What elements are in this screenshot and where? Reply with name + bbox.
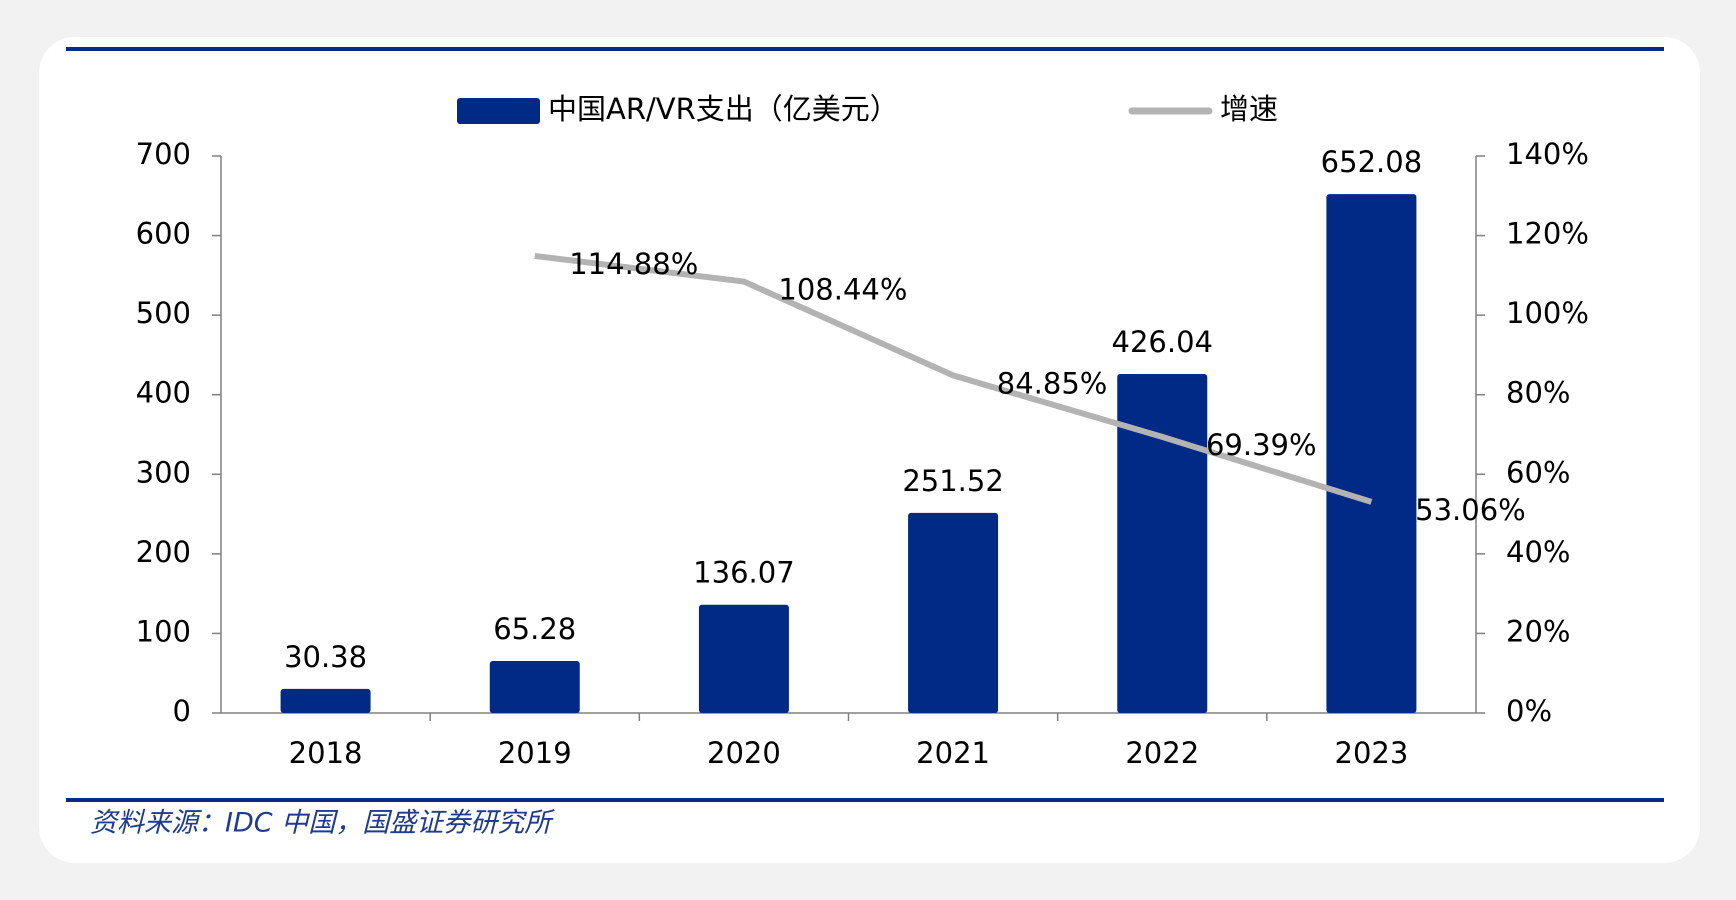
- bar-value-label: 426.04: [1112, 325, 1213, 359]
- x-tick-label: 2020: [707, 736, 781, 770]
- y2-tick-label: 100%: [1506, 296, 1589, 330]
- x-tick-label: 2019: [498, 736, 572, 770]
- bar-value-label: 251.52: [902, 464, 1003, 498]
- line: [534, 252, 1373, 505]
- line-value-label: 53.06%: [1415, 493, 1526, 527]
- bar: [908, 512, 999, 713]
- y-tick-label: 600: [136, 217, 191, 251]
- y2-tick-label: 0%: [1506, 694, 1552, 728]
- y-tick-label: 500: [136, 296, 191, 330]
- bar: [698, 604, 789, 713]
- y2-tick-label: 140%: [1506, 137, 1589, 171]
- legend-label: 中国AR/VR支出（亿美元）: [548, 92, 899, 126]
- y-tick-label: 300: [136, 455, 191, 489]
- y2-tick-label: 20%: [1506, 614, 1570, 648]
- y-tick-label: 0: [173, 694, 191, 728]
- line-value-label: 69.39%: [1206, 428, 1317, 462]
- bar: [489, 661, 580, 713]
- line-value-label: 84.85%: [997, 366, 1108, 400]
- x-tick-label: 2021: [916, 736, 990, 770]
- y-tick-label: 700: [136, 137, 191, 171]
- line-value-label: 108.44%: [778, 273, 907, 307]
- card: [39, 37, 1700, 863]
- bar-value-label: 30.38: [284, 640, 367, 674]
- x-tick-label: 2022: [1125, 736, 1199, 770]
- line-value-label: 114.88%: [569, 247, 698, 281]
- bar: [280, 688, 371, 713]
- x-tick-label: 2018: [289, 736, 363, 770]
- bar-value-label: 136.07: [693, 556, 794, 590]
- bar-value-label: 652.08: [1321, 145, 1422, 179]
- y2-tick-label: 60%: [1506, 455, 1570, 489]
- legend-label: 增速: [1220, 92, 1278, 126]
- y-tick-label: 100: [136, 614, 191, 648]
- x-tick-label: 2023: [1335, 736, 1409, 770]
- source: 资料来源：IDC 中国，国盛证券研究所: [90, 808, 555, 839]
- bar: [1326, 194, 1417, 714]
- y2-tick-label: 80%: [1506, 376, 1570, 410]
- y-tick-label: 200: [136, 535, 191, 569]
- bar: [1117, 373, 1208, 713]
- bar-value-label: 65.28: [493, 612, 576, 646]
- y-tick-label: 400: [136, 376, 191, 410]
- y2-tick-label: 120%: [1506, 217, 1589, 251]
- y2-tick-label: 40%: [1506, 535, 1570, 569]
- legend-swatch: [457, 98, 540, 124]
